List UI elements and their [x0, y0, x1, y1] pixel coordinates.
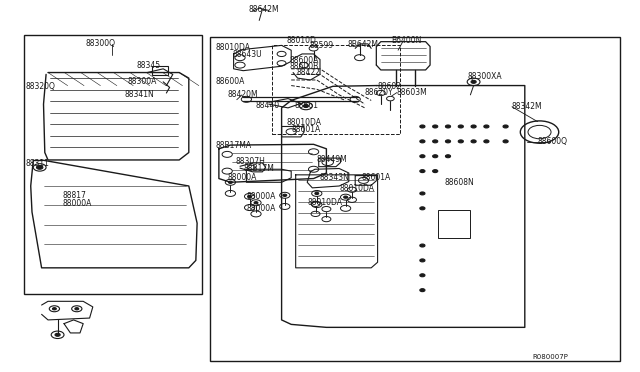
Circle shape [471, 140, 476, 143]
Text: 88000A: 88000A [246, 204, 276, 213]
Circle shape [420, 140, 425, 143]
Text: 88342M: 88342M [512, 102, 543, 111]
Circle shape [420, 244, 425, 247]
Bar [438, 210, 470, 238]
Text: 88341N: 88341N [125, 90, 154, 99]
Text: 88311: 88311 [26, 159, 49, 168]
Text: 88600A: 88600A [216, 77, 245, 86]
Text: 88601A: 88601A [362, 173, 391, 182]
Circle shape [471, 80, 476, 83]
Circle shape [433, 155, 438, 158]
Circle shape [420, 259, 425, 262]
Text: 88600A: 88600A [290, 56, 319, 65]
Text: 88601A: 88601A [291, 125, 321, 134]
Bar [210, 37, 620, 361]
Text: 88642M: 88642M [248, 5, 279, 14]
Circle shape [36, 166, 43, 169]
Text: 88B17M: 88B17M [243, 164, 274, 173]
Text: 88602: 88602 [378, 82, 402, 91]
Circle shape [420, 207, 425, 210]
Text: 88300A: 88300A [128, 77, 157, 86]
Circle shape [445, 125, 451, 128]
Circle shape [228, 181, 232, 183]
Circle shape [303, 105, 308, 108]
Circle shape [283, 194, 287, 196]
Text: 88600B: 88600B [290, 62, 319, 71]
Circle shape [344, 196, 348, 198]
Text: 88320Q: 88320Q [26, 82, 56, 91]
Circle shape [52, 308, 56, 310]
Circle shape [420, 274, 425, 277]
Text: 88010D: 88010D [286, 36, 316, 45]
Circle shape [254, 202, 258, 204]
Text: 8B642M: 8B642M [348, 40, 378, 49]
Text: 88010DA: 88010DA [339, 184, 374, 193]
Text: 88000A: 88000A [246, 192, 276, 201]
Circle shape [420, 289, 425, 292]
Text: 88603M: 88603M [397, 88, 428, 97]
Circle shape [433, 125, 438, 128]
Text: 88449M: 88449M [317, 155, 348, 164]
Bar [272, 45, 400, 134]
Text: 88422: 88422 [296, 68, 320, 77]
Text: R080007P: R080007P [532, 354, 568, 360]
Circle shape [315, 192, 319, 195]
Circle shape [445, 155, 451, 158]
Text: 88307H: 88307H [236, 157, 266, 166]
Text: 88300Q: 88300Q [85, 39, 115, 48]
Circle shape [75, 308, 79, 310]
Text: 88599: 88599 [309, 41, 333, 49]
Bar [24, 35, 202, 294]
Circle shape [420, 192, 425, 195]
Circle shape [458, 140, 463, 143]
Text: 88420M: 88420M [227, 90, 258, 99]
Circle shape [420, 170, 425, 173]
Text: 88B17MA: 88B17MA [215, 141, 251, 150]
Text: 88608N: 88608N [445, 178, 474, 187]
Circle shape [503, 125, 508, 128]
Text: 88600Q: 88600Q [538, 137, 568, 146]
Text: 88010DA: 88010DA [307, 198, 342, 207]
Circle shape [484, 140, 489, 143]
Circle shape [433, 140, 438, 143]
Circle shape [420, 125, 425, 128]
Text: 88661: 88661 [294, 101, 319, 110]
Text: 88345: 88345 [136, 61, 161, 70]
Text: 88817: 88817 [63, 191, 86, 200]
Circle shape [433, 170, 438, 173]
Text: B6400N: B6400N [392, 36, 422, 45]
Circle shape [471, 125, 476, 128]
Bar [152, 66, 168, 75]
Text: 88440: 88440 [256, 101, 280, 110]
Text: 88643U: 88643U [232, 50, 262, 59]
Text: 88300XA: 88300XA [467, 72, 502, 81]
Circle shape [420, 155, 425, 158]
Circle shape [248, 195, 252, 198]
Text: 88000A: 88000A [227, 173, 257, 182]
Text: 88343N: 88343N [320, 173, 350, 182]
Circle shape [445, 140, 451, 143]
Text: 88010DA: 88010DA [287, 118, 322, 127]
Circle shape [55, 333, 60, 336]
Circle shape [484, 125, 489, 128]
Text: 88620Y: 88620Y [365, 88, 394, 97]
Text: 88010DA: 88010DA [216, 43, 251, 52]
Text: 88000A: 88000A [63, 199, 92, 208]
Circle shape [503, 140, 508, 143]
Circle shape [458, 125, 463, 128]
